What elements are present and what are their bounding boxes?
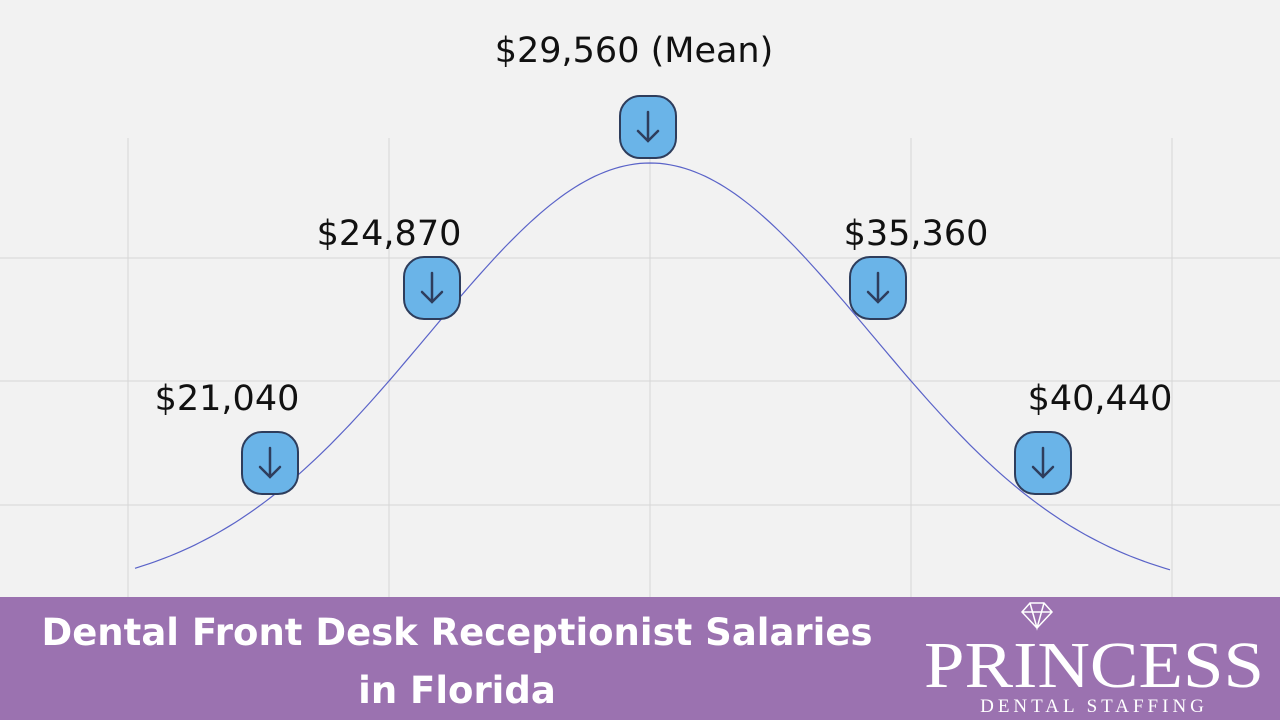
banner — [0, 597, 1280, 720]
banner-title: in Florida — [358, 669, 556, 712]
markers — [241, 95, 1072, 495]
logo-name: PRINCESS — [924, 629, 1264, 702]
salary-label: $24,870 — [317, 214, 462, 254]
diamond-icon — [1020, 602, 1054, 631]
arrow-marker — [403, 256, 461, 320]
arrow-marker — [1014, 431, 1072, 495]
bell-curve — [134, 162, 1171, 571]
salary-label: $21,040 — [155, 379, 300, 419]
grid — [0, 138, 1280, 597]
logo-tagline: DENTAL STAFFING — [980, 696, 1208, 717]
salary-label: $29,560 (Mean) — [495, 31, 774, 71]
banner-title: Dental Front Desk Receptionist Salaries — [42, 611, 873, 654]
arrow-marker — [619, 95, 677, 159]
salary-label: $40,440 — [1028, 379, 1173, 419]
arrow-marker — [241, 431, 299, 495]
arrow-marker — [849, 256, 907, 320]
salary-label: $35,360 — [844, 214, 989, 254]
logo: PRINCESS DENTAL STAFFING — [924, 602, 1264, 717]
